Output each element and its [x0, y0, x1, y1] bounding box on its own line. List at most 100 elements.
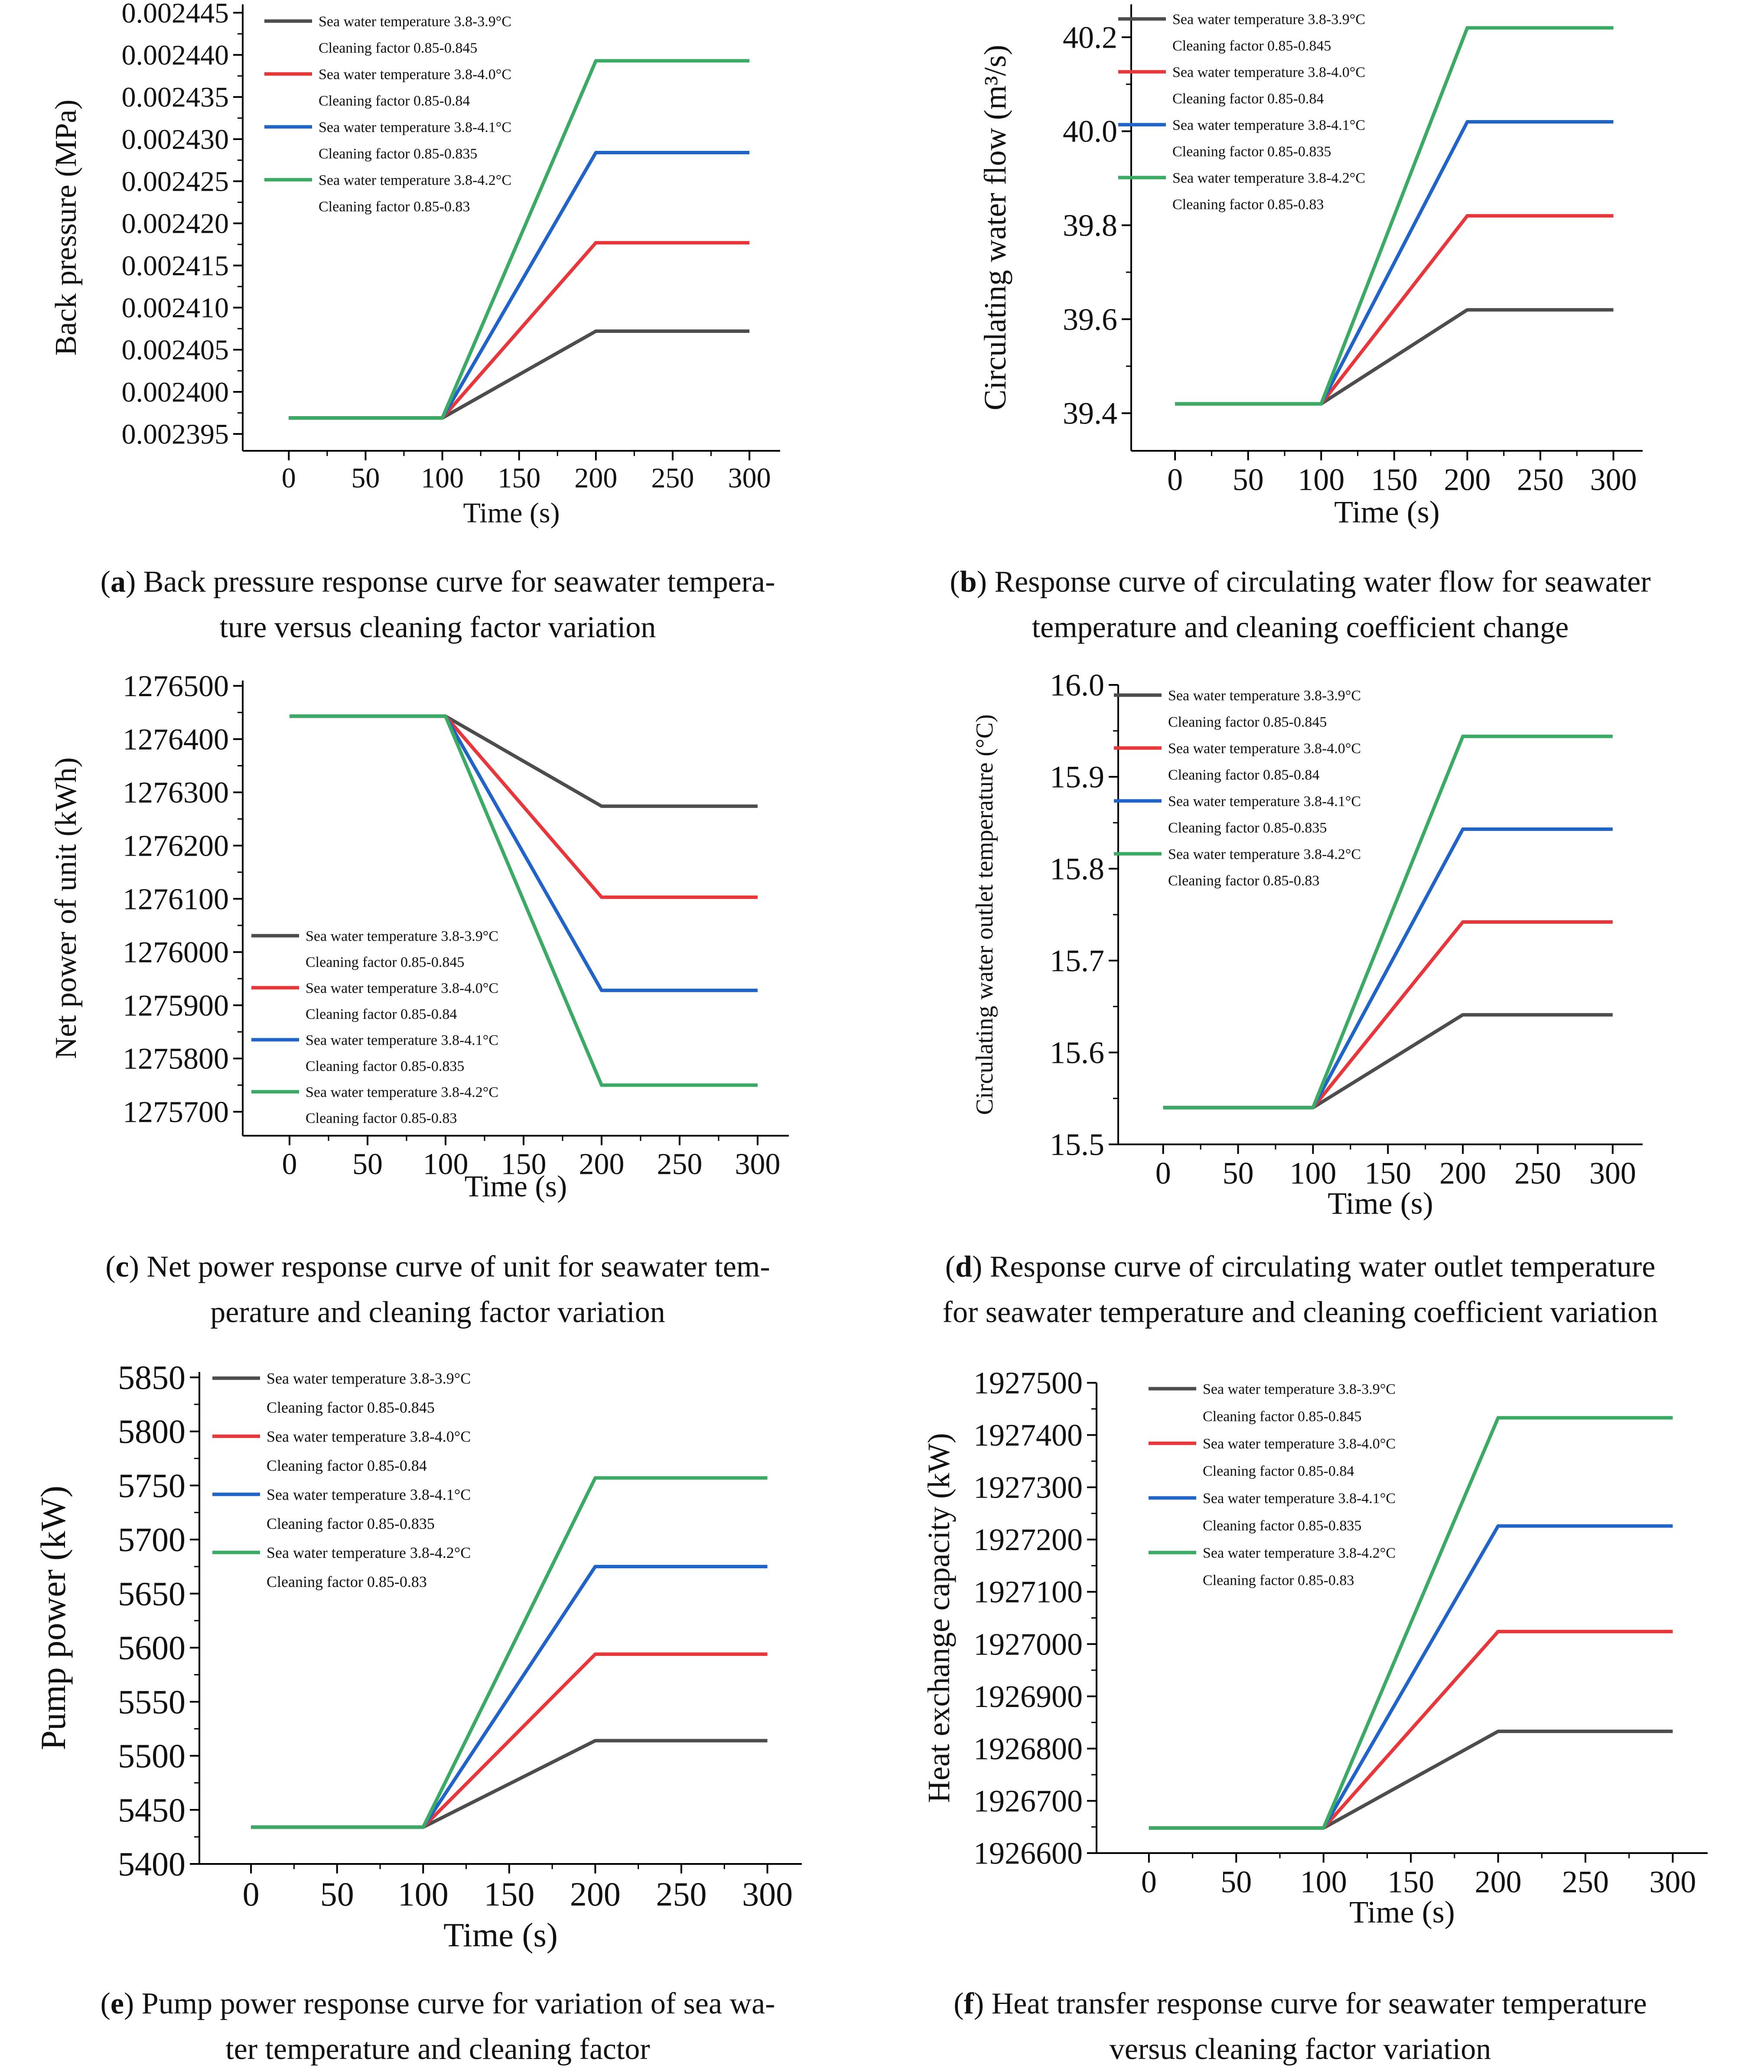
- series-line-1: [1149, 1730, 1673, 1830]
- y-tick-label: 39.6: [1063, 302, 1117, 337]
- x-tick-label: 250: [656, 1875, 707, 1913]
- y-axis-title: Net power of unit (kWh): [49, 757, 83, 1059]
- x-axis-title: Time (s): [443, 1916, 558, 1954]
- x-tick-label: 200: [1444, 462, 1491, 497]
- caption-line: for seawater temperature and cleaning co…: [942, 1296, 1658, 1329]
- legend-label: Sea water temperature 3.8-4.0°C: [319, 67, 511, 83]
- y-tick-label: 5850: [118, 1359, 186, 1396]
- series-line-4: [1175, 26, 1614, 406]
- y-tick-label: 1926700: [973, 1784, 1083, 1818]
- caption-letter: a: [110, 565, 126, 599]
- x-tick-label: 300: [728, 463, 771, 494]
- y-axis-title: Pump power (kW): [33, 1486, 73, 1750]
- y-tick-label: 1927000: [973, 1627, 1083, 1662]
- legend-sublabel: Cleaning factor 0.85-0.835: [1203, 1518, 1361, 1534]
- x-tick-label: 50: [1223, 1156, 1254, 1190]
- legend: Sea water temperature 3.8-3.9°C Cleaning …: [1118, 12, 1365, 213]
- x-tick-label: 300: [742, 1875, 793, 1913]
- legend: Sea water temperature 3.8-3.9°C Cleaning …: [1149, 1381, 1396, 1589]
- x-tick-label: 50: [352, 1148, 383, 1181]
- caption-c: (c) Net power response curve of unit for…: [13, 1244, 862, 1335]
- x-tick-label: 200: [570, 1875, 621, 1913]
- series-line-4: [290, 714, 758, 1087]
- caption-f: (f) Heat transfer response curve for sea…: [875, 1981, 1725, 2072]
- x-tick-label: 150: [1364, 1156, 1411, 1190]
- x-tick-label: 50: [320, 1875, 354, 1913]
- legend: Sea water temperature 3.8-3.9°C Cleaning …: [251, 928, 498, 1127]
- chart-d: 0 50 100 150 200 250 300 15.5 15.6 15.7 15.8 15.9 16…: [971, 668, 1643, 1221]
- series-line-1: [289, 329, 750, 420]
- series-line-4: [1149, 1416, 1673, 1830]
- caption-letter: e: [110, 1987, 124, 2020]
- x-tick-label: 100: [1289, 1156, 1336, 1190]
- caption-line: (f) Heat transfer response curve for sea…: [954, 1987, 1647, 2020]
- y-axis-title: Back pressure (MPa): [49, 100, 83, 356]
- series-line-4: [251, 1476, 768, 1829]
- legend-label: Sea water temperature 3.8-4.0°C: [1172, 65, 1365, 81]
- series-line-4: [289, 59, 750, 420]
- legend-label: Sea water temperature 3.8-4.1°C: [1172, 117, 1365, 134]
- legend-sublabel: Cleaning factor 0.85-0.835: [1172, 144, 1331, 160]
- legend-label: Sea water temperature 3.8-4.2°C: [306, 1085, 498, 1101]
- y-tick-label: 1276400: [123, 723, 229, 756]
- legend-label: Sea water temperature 3.8-3.9°C: [1172, 12, 1365, 28]
- legend-sublabel: Cleaning factor 0.85-0.835: [267, 1515, 435, 1532]
- series-line-1: [1163, 1013, 1613, 1110]
- y-tick-label: 5700: [118, 1521, 186, 1558]
- chart-e: 0 50 100 150 200 250 300 5400 5450 5500 5550 5600 56…: [33, 1359, 802, 1954]
- y-tick-label: 16.0: [1050, 668, 1104, 702]
- legend-label: Sea water temperature 3.8-3.9°C: [319, 14, 511, 30]
- legend-label: Sea water temperature 3.8-4.0°C: [267, 1428, 471, 1445]
- caption-e: (e) Pump power response curve for variat…: [13, 1981, 862, 2072]
- y-tick-label: 5550: [118, 1683, 186, 1720]
- y-tick-label: 0.002420: [122, 208, 229, 240]
- series-line-1: [290, 714, 758, 808]
- legend-label: Sea water temperature 3.8-4.2°C: [1168, 847, 1361, 863]
- y-tick-label: 15.8: [1050, 851, 1104, 886]
- legend-label: Sea water temperature 3.8-4.2°C: [319, 173, 511, 189]
- y-tick-label: 1275700: [123, 1096, 229, 1129]
- x-tick-label: 0: [282, 463, 296, 494]
- caption-line: (e) Pump power response curve for variat…: [100, 1987, 775, 2020]
- x-tick-label: 100: [1300, 1864, 1347, 1899]
- caption-line: temperature and cleaning coefficient cha…: [1032, 611, 1569, 644]
- chart-f: 0 50 100 150 200 250 300 1926600 1926700 1926800 1…: [921, 1365, 1708, 1929]
- legend-sublabel: Cleaning factor 0.85-0.84: [267, 1457, 427, 1474]
- caption-line: (a) Back pressure response curve for sea…: [100, 565, 775, 599]
- y-tick-label: 1926900: [973, 1679, 1083, 1714]
- x-tick-label: 50: [1233, 462, 1264, 497]
- y-tick-label: 1276500: [123, 670, 229, 703]
- legend-label: Sea water temperature 3.8-4.2°C: [1203, 1545, 1396, 1561]
- x-tick-label: 100: [423, 1148, 469, 1181]
- x-tick-label: 250: [651, 463, 694, 494]
- x-tick-label: 250: [657, 1148, 703, 1181]
- legend-sublabel: Cleaning factor 0.85-0.83: [306, 1111, 457, 1127]
- y-tick-label: 1927400: [973, 1418, 1083, 1453]
- y-tick-label: 5600: [118, 1629, 186, 1667]
- legend-label: Sea water temperature 3.8-4.1°C: [319, 120, 511, 136]
- x-axis-title: Time (s): [1349, 1895, 1455, 1929]
- y-tick-label: 1275900: [123, 989, 229, 1023]
- caption-d: (d) Response curve of circulating water …: [875, 1244, 1725, 1335]
- legend-label: Sea water temperature 3.8-4.1°C: [267, 1486, 471, 1503]
- caption-line: ture versus cleaning factor variation: [219, 611, 656, 644]
- caption-letter: b: [960, 565, 977, 599]
- y-tick-label: 5450: [118, 1791, 186, 1829]
- y-tick-label: 15.6: [1050, 1035, 1104, 1070]
- legend-label: Sea water temperature 3.8-4.0°C: [1168, 741, 1361, 757]
- x-tick-label: 0: [243, 1875, 260, 1913]
- caption-text: ) Back pressure response curve for seawa…: [125, 565, 775, 599]
- y-tick-label: 0.002410: [122, 292, 229, 324]
- legend: Sea water temperature 3.8-3.9°C Cleaning …: [212, 1370, 471, 1590]
- y-axis-title: Heat exchange capacity (kW): [921, 1433, 956, 1803]
- series-line-3: [251, 1565, 768, 1829]
- y-tick-label: 40.0: [1063, 114, 1117, 149]
- legend-sublabel: Cleaning factor 0.85-0.835: [1168, 820, 1327, 836]
- x-tick-label: 100: [421, 463, 464, 494]
- x-axis-title: Time (s): [1334, 495, 1439, 529]
- y-tick-label: 1927300: [973, 1470, 1083, 1505]
- legend-sublabel: Cleaning factor 0.85-0.845: [1172, 38, 1331, 54]
- x-tick-label: 200: [1475, 1864, 1522, 1899]
- caption-letter: f: [963, 1987, 974, 2020]
- legend-sublabel: Cleaning factor 0.85-0.835: [319, 146, 477, 162]
